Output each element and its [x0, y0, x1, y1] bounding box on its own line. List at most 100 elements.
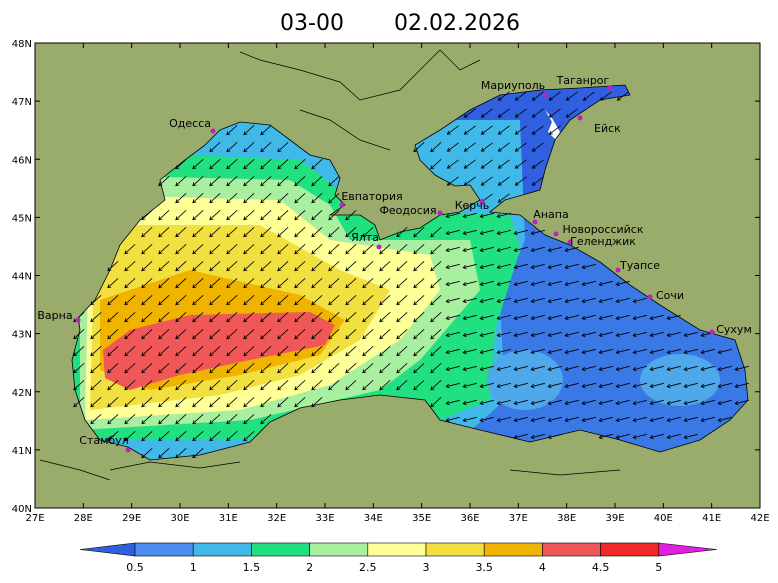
arrow — [598, 382, 613, 389]
arrow — [513, 365, 528, 372]
arrow — [226, 209, 238, 221]
arrow — [345, 311, 357, 323]
arrow — [226, 311, 238, 323]
arrow — [107, 430, 119, 442]
arrow — [260, 277, 272, 289]
arrow — [124, 277, 136, 289]
arrow — [175, 209, 187, 221]
arrow — [175, 379, 187, 391]
arrow — [700, 365, 715, 372]
arrow — [513, 280, 528, 287]
arrow — [294, 396, 306, 408]
arrow — [513, 297, 528, 304]
arrow — [463, 108, 476, 118]
arrow — [413, 226, 425, 238]
arrow — [192, 311, 204, 323]
arrow — [430, 158, 442, 170]
arrow — [277, 396, 289, 408]
arrow — [445, 229, 460, 236]
arrow — [734, 365, 749, 372]
arrow — [192, 226, 204, 238]
arrow — [345, 379, 357, 391]
arrow — [497, 193, 510, 203]
arrow — [192, 175, 204, 187]
city-label: Одесса — [169, 117, 211, 130]
arrow — [311, 277, 323, 289]
arrow — [90, 379, 102, 391]
arrow — [430, 396, 442, 408]
arrow — [496, 382, 511, 389]
arrow — [277, 362, 289, 374]
arrow — [328, 243, 340, 255]
city-dot — [567, 239, 573, 245]
arrow — [496, 246, 511, 253]
arrow — [209, 175, 221, 187]
arrow — [445, 314, 460, 321]
arrow — [530, 399, 545, 406]
arrow — [530, 246, 545, 253]
lon-label: 27E — [25, 513, 44, 524]
arrow — [243, 362, 255, 374]
arrow — [413, 294, 425, 306]
arrow — [462, 212, 477, 219]
arrow — [311, 192, 323, 204]
arrow — [632, 382, 647, 389]
arrow — [158, 413, 170, 425]
arrow — [615, 433, 630, 440]
arrow — [243, 396, 255, 408]
arrow — [513, 331, 528, 338]
arrow — [430, 328, 442, 340]
arrow — [260, 328, 272, 340]
arrow — [547, 399, 562, 406]
arrow — [311, 260, 323, 272]
arrow — [107, 260, 119, 272]
arrow — [683, 348, 698, 355]
arrow — [328, 277, 340, 289]
arrow — [226, 141, 238, 153]
arrow — [632, 365, 647, 372]
arrow — [582, 91, 595, 101]
arrow — [107, 277, 119, 289]
arrow — [107, 311, 119, 323]
arrow — [73, 345, 85, 357]
arrow — [379, 294, 391, 306]
arrow — [396, 226, 408, 238]
arrow — [141, 260, 153, 272]
arrow — [175, 294, 187, 306]
arrow — [311, 311, 323, 323]
arrow — [396, 379, 408, 391]
arrow — [141, 379, 153, 391]
arrow — [362, 294, 374, 306]
arrow — [124, 430, 136, 442]
arrow — [294, 243, 306, 255]
arrow — [328, 379, 340, 391]
arrow — [124, 345, 136, 357]
arrow — [192, 379, 204, 391]
arrow — [430, 294, 442, 306]
arrow — [531, 125, 544, 135]
arrow — [158, 311, 170, 323]
arrow — [547, 433, 562, 440]
arrow — [328, 192, 340, 204]
arrow — [564, 382, 579, 389]
arrow — [531, 159, 544, 169]
arrow — [598, 399, 613, 406]
arrow — [446, 176, 459, 186]
arrow — [277, 345, 289, 357]
arrow — [649, 399, 664, 406]
arrow — [226, 379, 238, 391]
arrow — [548, 108, 561, 118]
arrow — [226, 226, 238, 238]
lat-label: 47N — [12, 97, 32, 108]
arrow — [462, 280, 477, 287]
arrow — [564, 280, 579, 287]
arrow — [124, 362, 136, 374]
arrow — [243, 294, 255, 306]
arrow — [496, 399, 511, 406]
arrow — [175, 430, 187, 442]
arrow — [243, 260, 255, 272]
arrow — [345, 294, 357, 306]
arrow — [158, 362, 170, 374]
arrow — [496, 331, 511, 338]
arrow — [260, 294, 272, 306]
